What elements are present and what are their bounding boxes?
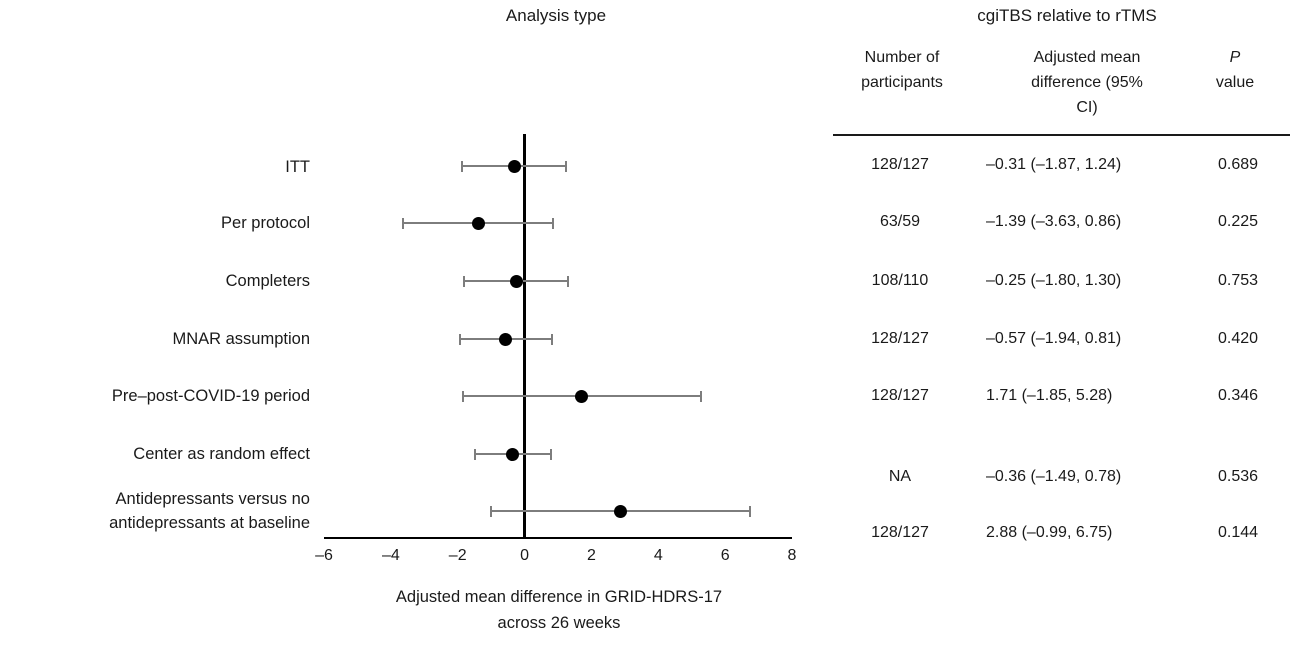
ci-cap-left: [473, 448, 476, 460]
x-tick-label: –6: [315, 547, 333, 564]
analysis-label-per-protocol: Per protocol: [221, 214, 310, 232]
ci-cap-right: [749, 505, 752, 517]
difference-cell: 1.71 (–1.85, 5.28): [986, 387, 1113, 404]
ci-cap-left: [458, 333, 461, 345]
analysis-label-covid-period: Pre–post-COVID-19 period: [111, 387, 310, 405]
pvalue-cell: 0.346: [1217, 387, 1259, 404]
col-header-difference: Adjusted mean difference (95% CI): [1031, 49, 1143, 116]
analysis-label-mnar: MNAR assumption: [172, 330, 310, 348]
estimate-point: [506, 447, 520, 461]
ci-cap-left: [463, 275, 466, 287]
difference-cell: –0.31 (–1.87, 1.24): [986, 156, 1122, 173]
ci-cap-left: [461, 160, 464, 172]
p-header-italic: P: [1229, 49, 1241, 66]
estimate-point: [507, 159, 521, 173]
difference-cell: –0.36 (–1.49, 0.78): [986, 468, 1122, 485]
pvalue-cell: 0.753: [1217, 272, 1259, 289]
plot-title: Analysis type: [505, 6, 607, 25]
estimate-point: [499, 332, 513, 346]
participants-cell: 128/127: [871, 524, 929, 541]
table-header-rule: [833, 134, 1290, 136]
analysis-label-completers: Completers: [225, 272, 310, 290]
difference-cell: –1.39 (–3.63, 0.86): [986, 213, 1122, 230]
participants-cell: 128/127: [871, 387, 929, 404]
participants-cell: 128/127: [871, 156, 929, 173]
participants-cell: 108/110: [871, 272, 929, 289]
difference-cell: 2.88 (–0.99, 6.75): [986, 524, 1113, 541]
participants-cell: 63/59: [879, 213, 921, 230]
ci-cap-right: [552, 217, 555, 229]
x-axis-label-line2: across 26 weeks: [497, 614, 621, 632]
col-header-participants: Number of participants: [861, 49, 943, 91]
pvalue-cell: 0.225: [1217, 213, 1259, 230]
pvalue-cell: 0.536: [1217, 468, 1259, 485]
estimate-point: [509, 274, 523, 288]
x-axis-label-line1: Adjusted mean difference in GRID-HDRS-17: [395, 588, 723, 606]
col-header-pvalue: P value: [1207, 45, 1263, 95]
x-tick-label: 2: [586, 547, 596, 564]
x-tick-label: 4: [653, 547, 663, 564]
x-tick-label: 0: [520, 547, 530, 564]
analysis-label-itt: ITT: [285, 158, 310, 176]
x-axis-label: Adjusted mean difference in GRID-HDRS-17…: [309, 584, 809, 636]
analysis-label-antidepressants: Antidepressants versus no antidepressant…: [109, 490, 310, 532]
table-title: cgiTBS relative to rTMS: [977, 6, 1157, 25]
ci-cap-left: [461, 390, 464, 402]
ci-cap-right: [567, 275, 570, 287]
x-tick-label: 6: [720, 547, 730, 564]
participants-cell: 128/127: [871, 330, 929, 347]
zero-reference-line: [523, 134, 526, 539]
difference-cell: –0.57 (–1.94, 0.81): [986, 330, 1122, 347]
pvalue-cell: 0.144: [1217, 524, 1259, 541]
x-tick-label: 8: [787, 547, 797, 564]
x-tick-label: –2: [448, 547, 467, 564]
ci-cap-left: [402, 217, 405, 229]
difference-cell: –0.25 (–1.80, 1.30): [986, 272, 1122, 289]
pvalue-cell: 0.689: [1217, 156, 1259, 173]
analysis-label-center-random-effect: Center as random effect: [133, 445, 310, 463]
x-tick-label: –4: [381, 547, 400, 564]
estimate-point: [471, 216, 485, 230]
ci-cap-right: [550, 333, 553, 345]
pvalue-cell: 0.420: [1217, 330, 1259, 347]
x-axis-line: [324, 537, 792, 539]
ci-cap-left: [490, 505, 493, 517]
estimate-point: [575, 389, 589, 403]
participants-cell: NA: [888, 468, 912, 485]
estimate-point: [614, 504, 628, 518]
ci-cap-right: [565, 160, 568, 172]
ci-cap-right: [549, 448, 552, 460]
ci-cap-right: [700, 390, 703, 402]
p-header-rest: value: [1215, 74, 1255, 91]
